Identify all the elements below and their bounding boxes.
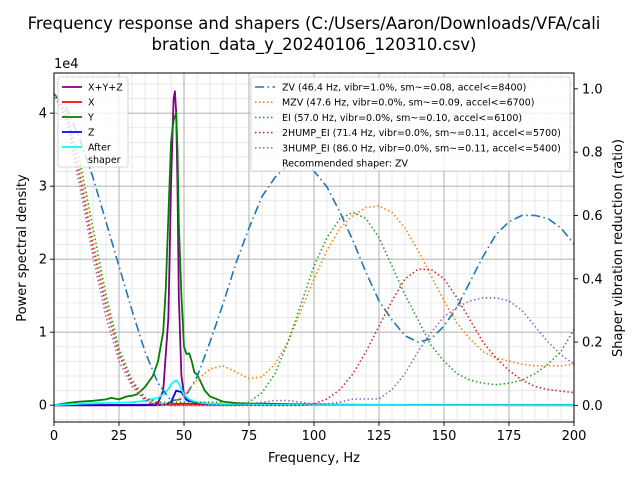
y2-tick-label: 0.4: [582, 272, 603, 287]
chart-title-line-2: bration_data_y_20240106_120310.csv): [152, 35, 477, 55]
legend-shapers: ZV (46.4 Hz, vibr=1.0%, sm~=0.08, accel<…: [250, 76, 571, 172]
y-tick-label: 4: [39, 107, 47, 122]
x-tick-label: 125: [367, 429, 392, 444]
psd-line-4: [53, 379, 575, 407]
legend-psd-label: X+Y+Z: [88, 83, 123, 94]
x-tick-label: 50: [176, 429, 193, 444]
legend-psd-label: shaper: [88, 155, 121, 166]
legend-shaper-label: MZV (47.6 Hz, vibr=0.0%, sm~=0.09, accel…: [282, 98, 534, 109]
legend-psd-label: After: [88, 143, 111, 154]
y-tick-label: 0: [39, 399, 47, 414]
legend-shaper-label: 3HUMP_EI (86.0 Hz, vibr=0.0%, sm~=0.11, …: [282, 143, 561, 154]
y-tick-label: 3: [39, 180, 47, 195]
y2-tick-label: 1.0: [582, 82, 603, 97]
y-axis-label: Power spectral density: [15, 174, 30, 322]
x-tick-label: 200: [562, 429, 587, 444]
x-tick-label: 25: [111, 429, 128, 444]
y-offset-label: 1e4: [54, 57, 79, 72]
psd-line-2: [53, 112, 575, 407]
x-tick-label: 175: [497, 429, 522, 444]
x-tick-label: 0: [50, 429, 58, 444]
y-tick-label: 2: [39, 253, 47, 268]
y2-tick-label: 0.2: [582, 336, 603, 351]
x-tick-label: 100: [302, 429, 327, 444]
recommended-shaper-label: Recommended shaper: ZV: [282, 159, 408, 170]
legend-psd-label: X: [88, 98, 95, 109]
shaper-line-4: [53, 93, 575, 407]
x-axis-label: Frequency, Hz: [268, 451, 360, 466]
shaper-line-1: [53, 93, 575, 407]
y2-axis-label: Shaper vibration reduction (ratio): [611, 139, 626, 357]
legend-psd-label: Z: [88, 128, 95, 139]
x-tick-label: 75: [241, 429, 258, 444]
legend-shaper-label: ZV (46.4 Hz, vibr=1.0%, sm~=0.08, accel<…: [282, 83, 526, 94]
legend-psd-box: [57, 76, 129, 168]
y2-tick-label: 0.8: [582, 146, 603, 161]
legend-shaper-label: 2HUMP_EI (71.4 Hz, vibr=0.0%, sm~=0.11, …: [282, 128, 561, 139]
y-tick-label: 1: [39, 326, 47, 341]
y2-tick-label: 0.6: [582, 209, 603, 224]
y2-tick-label: 0.0: [582, 399, 603, 414]
x-tick-label: 150: [432, 429, 457, 444]
shaper-line-2: [53, 93, 575, 405]
axis-ticks: 0 25 50 75 100 125 150 175 200 0 1 2 3 4 0.0 0.2 0.4 0.6 0…: [39, 82, 603, 444]
legend-shapers-box: [250, 76, 571, 172]
legend-shaper-label: EI (57.0 Hz, vibr=0.0%, sm~=0.10, accel<…: [282, 113, 522, 124]
legend-psd-label: Y: [87, 113, 94, 124]
chart-title-line-1: Frequency response and shapers (C:/Users…: [28, 14, 601, 33]
shaper-line-3: [53, 93, 575, 407]
